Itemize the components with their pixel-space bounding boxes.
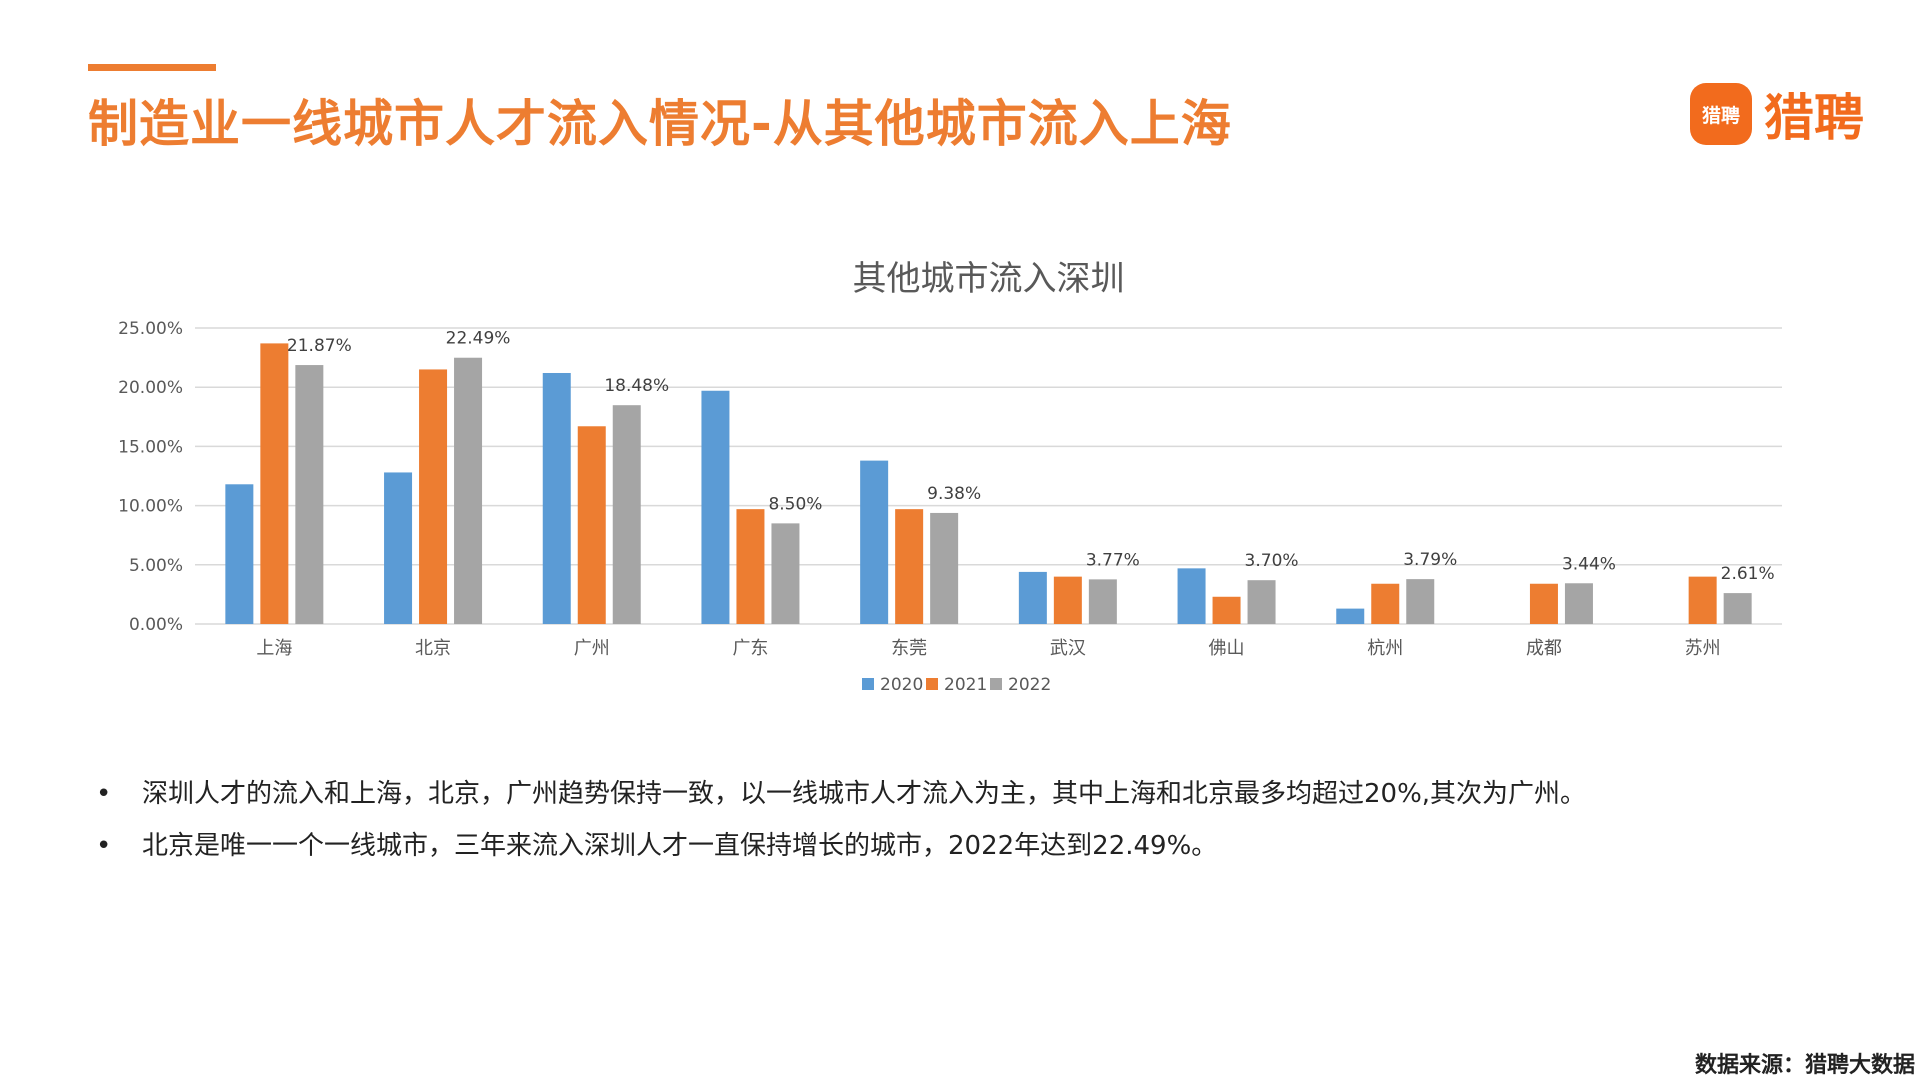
bar-2022 [1088, 579, 1117, 624]
bar-2021 [895, 509, 924, 624]
bullet-list: • 深圳人才的流入和上海，北京，广州趋势保持一致，以一线城市人才流入为主，其中上海… [96, 768, 1586, 872]
data-label: 3.70% [1245, 551, 1299, 571]
legend-swatch-2021 [926, 678, 938, 690]
bar-2020 [860, 460, 889, 624]
bar-2020 [1018, 571, 1047, 624]
x-tick-label: 广州 [574, 638, 610, 659]
bar-2022 [612, 405, 641, 624]
legend-swatch-2022 [990, 678, 1002, 690]
bar-2021 [577, 426, 606, 624]
bar-2022 [295, 365, 324, 624]
data-label: 8.50% [768, 494, 822, 514]
bar-2021 [736, 509, 765, 624]
bar-2021 [1212, 596, 1241, 624]
bullet-item: • 北京是唯一一个一线城市，三年来流入深圳人才一直保持增长的城市，2022年达到2… [96, 820, 1586, 872]
bar-2021 [1371, 583, 1400, 624]
data-label: 2.61% [1721, 564, 1775, 584]
bar-2022 [930, 512, 959, 624]
bullet-marker: • [96, 831, 112, 861]
data-source: 数据来源：猎聘大数据 [1694, 1053, 1915, 1078]
liepin-logo-icon: 猎聘 [1690, 83, 1752, 145]
bar-2020 [542, 372, 571, 624]
bar-2021 [1688, 576, 1717, 624]
legend-label-2020: 2020 [880, 675, 923, 695]
x-tick-label: 武汉 [1050, 638, 1086, 659]
legend-label-2021: 2021 [944, 675, 987, 695]
bar-2021 [1053, 576, 1082, 624]
liepin-logo: 猎聘 猎聘 [1690, 78, 1864, 150]
y-tick-label: 0.00% [129, 615, 183, 635]
bullet-text: 北京是唯一一个一线城市，三年来流入深圳人才一直保持增长的城市，2022年达到22… [142, 831, 1218, 861]
x-tick-label: 苏州 [1685, 638, 1721, 659]
x-tick-label: 杭州 [1367, 638, 1403, 659]
bar-2021 [260, 343, 289, 624]
bar-2020 [1336, 608, 1365, 624]
y-tick-label: 5.00% [129, 556, 183, 576]
x-tick-label: 北京 [415, 638, 451, 659]
x-tick-label: 东莞 [891, 638, 927, 659]
y-tick-label: 25.00% [118, 319, 183, 339]
x-tick-label: 成都 [1526, 638, 1562, 659]
title-accent-bar [88, 64, 216, 71]
bar-2020 [701, 390, 730, 624]
liepin-logo-text: 猎聘 [1764, 89, 1864, 147]
data-label: 9.38% [927, 484, 981, 504]
bar-chart: 其他城市流入深圳 0.00% 5.00% 10.00% 15.00% 20.00% 25.0… [118, 259, 1782, 695]
bullet-item: • 深圳人才的流入和上海，北京，广州趋势保持一致，以一线城市人才流入为主，其中上海… [96, 768, 1586, 820]
bar-2020 [1177, 568, 1206, 624]
bar-2022 [1247, 580, 1276, 624]
bar-2020 [384, 472, 413, 624]
legend-swatch-2020 [862, 678, 874, 690]
x-tick-label: 广东 [732, 638, 768, 659]
chart-title: 其他城市流入深圳 [853, 259, 1125, 299]
page-title: 制造业一线城市人才流入情况-从其他城市流入上海 [88, 95, 1232, 153]
x-tick-label: 佛山 [1209, 638, 1245, 659]
bar-2022 [1564, 583, 1593, 624]
y-tick-label: 10.00% [118, 497, 183, 517]
data-label: 3.79% [1403, 550, 1457, 570]
bar-2022 [454, 357, 483, 624]
bar-2022 [771, 523, 800, 624]
y-tick-label: 20.00% [118, 378, 183, 398]
bar-2022 [1406, 579, 1435, 624]
x-tick-label: 上海 [256, 638, 292, 659]
data-label: 18.48% [604, 376, 669, 396]
data-label: 22.49% [446, 329, 511, 349]
bar-2020 [225, 484, 254, 624]
bar-2021 [1529, 583, 1558, 624]
legend-label-2022: 2022 [1008, 675, 1051, 695]
data-label: 3.44% [1562, 554, 1616, 574]
bar-2022 [1723, 593, 1752, 624]
data-label: 21.87% [287, 336, 352, 356]
bar-2021 [419, 369, 448, 624]
data-label: 3.77% [1086, 550, 1140, 570]
y-tick-label: 15.00% [118, 437, 183, 457]
bullet-text: 深圳人才的流入和上海，北京，广州趋势保持一致，以一线城市人才流入为主，其中上海和… [142, 779, 1587, 809]
bullet-marker: • [96, 779, 112, 809]
